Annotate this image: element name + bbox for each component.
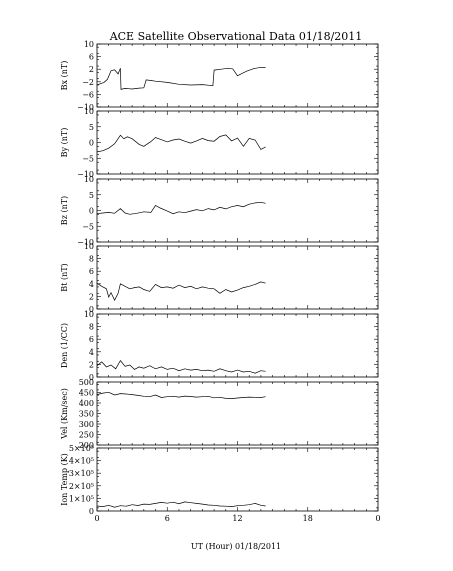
data-trace bbox=[96, 391, 266, 399]
y-tick-label: 5×10⁵ bbox=[69, 444, 94, 453]
x-tick-label: 6 bbox=[165, 514, 170, 523]
y-tick-label: 300 bbox=[79, 420, 94, 429]
y-tick-label: 2 bbox=[89, 292, 94, 301]
x-tick-label: 0 bbox=[94, 514, 99, 523]
panel-3: −10 −5 0 5 10 Bz (nT) bbox=[60, 175, 379, 247]
y-tick-label: −2 bbox=[82, 78, 94, 87]
panel-5: 0 2 4 6 8 10 Den (1/CC) bbox=[60, 310, 379, 382]
y-tick-label: 10 bbox=[84, 40, 94, 49]
panel-2: −10 −5 0 5 10 By (nT) bbox=[60, 107, 379, 179]
y-tick-label: −5 bbox=[82, 222, 94, 231]
y-tick-label: 10 bbox=[84, 242, 94, 251]
y-tick-label: 200 bbox=[79, 441, 94, 450]
y-tick-label: 2 bbox=[89, 360, 94, 369]
y-tick-label: 6 bbox=[89, 335, 94, 344]
y-axis-label: Bt (nT) bbox=[60, 263, 69, 291]
y-tick-label: 4 bbox=[89, 280, 94, 289]
y-tick-label: 400 bbox=[79, 399, 94, 408]
y-tick-label: −5 bbox=[82, 154, 94, 163]
data-trace bbox=[96, 66, 266, 90]
panels-group: −10 −6 −2 2 6 10 Bx (nT) −10 −5 0 5 10 By (nT) −10 −5 0… bbox=[60, 40, 379, 516]
y-tick-label: 450 bbox=[79, 389, 94, 398]
y-tick-label: 8 bbox=[89, 323, 94, 332]
y-tick-label: 6 bbox=[89, 267, 94, 276]
y-tick-label: 2 bbox=[89, 65, 94, 74]
y-tick-label: 350 bbox=[79, 410, 94, 419]
y-tick-label: 0 bbox=[89, 139, 94, 148]
data-trace bbox=[96, 134, 266, 153]
y-tick-label: −6 bbox=[82, 90, 94, 99]
panel-frame bbox=[96, 178, 379, 243]
y-axis-label: Bx (nT) bbox=[60, 61, 69, 91]
panel-frame bbox=[96, 245, 379, 310]
y-tick-label: 0 bbox=[89, 373, 94, 382]
y-axis-label: Ion Temp (K) bbox=[60, 453, 69, 506]
x-tick-label: 0 bbox=[375, 514, 380, 523]
y-tick-label: 1×10⁵ bbox=[69, 494, 94, 503]
y-tick-label: 5 bbox=[89, 123, 94, 132]
panel-frame bbox=[96, 447, 379, 512]
y-tick-label: 0 bbox=[89, 207, 94, 216]
y-axis-label: Den (1/CC) bbox=[60, 323, 69, 368]
y-tick-label: 6 bbox=[89, 53, 94, 62]
y-tick-label: 8 bbox=[89, 255, 94, 264]
chart-title: ACE Satellite Observational Data 01/18/2… bbox=[109, 30, 363, 43]
panel-1: −10 −6 −2 2 6 10 Bx (nT) bbox=[60, 40, 379, 112]
x-axis: 0 6 12 18 0 bbox=[94, 514, 380, 523]
y-tick-label: 4 bbox=[89, 348, 94, 357]
y-tick-label: −10 bbox=[77, 238, 94, 247]
panel-frame bbox=[96, 313, 379, 378]
data-trace bbox=[96, 201, 266, 215]
data-trace bbox=[96, 281, 266, 301]
y-tick-label: −10 bbox=[77, 170, 94, 179]
y-axis-label: By (nT) bbox=[60, 128, 69, 158]
y-tick-label: 10 bbox=[84, 107, 94, 116]
x-tick-label: 18 bbox=[303, 514, 313, 523]
y-tick-label: 0 bbox=[89, 305, 94, 314]
y-tick-label: 10 bbox=[84, 310, 94, 319]
data-trace bbox=[96, 501, 266, 508]
y-tick-label: 4×10⁵ bbox=[69, 457, 94, 466]
y-tick-label: 5 bbox=[89, 191, 94, 200]
y-tick-label: 250 bbox=[79, 431, 94, 440]
x-axis-label: UT (Hour) 01/18/2011 bbox=[191, 542, 281, 551]
panel-frame bbox=[96, 110, 379, 175]
y-tick-label: 3×10⁵ bbox=[69, 469, 94, 478]
x-tick-label: 12 bbox=[232, 514, 242, 523]
y-tick-label: −10 bbox=[77, 103, 94, 112]
y-axis-label: Bz (nT) bbox=[60, 196, 69, 225]
y-tick-label: 10 bbox=[84, 175, 94, 184]
y-tick-label: 2×10⁵ bbox=[69, 482, 94, 491]
y-tick-label: 0 bbox=[89, 507, 94, 516]
panel-frame bbox=[96, 381, 379, 446]
y-axis-label: Vel (Km/sec) bbox=[60, 388, 69, 440]
y-tick-label: 500 bbox=[79, 378, 94, 387]
panel-4: 0 2 4 6 8 10 Bt (nT) bbox=[60, 242, 379, 314]
data-trace bbox=[96, 359, 266, 374]
